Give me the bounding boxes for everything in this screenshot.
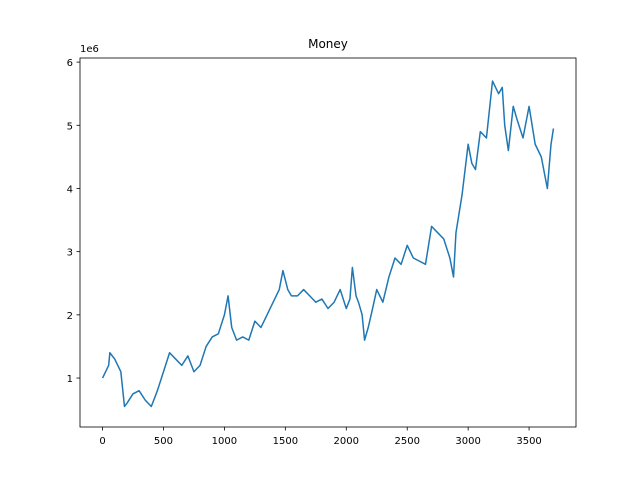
data-line: [101, 80, 555, 408]
plot-frame: [79, 57, 577, 428]
y-tick-label: 2: [67, 311, 73, 322]
y-tick-label: 1: [67, 374, 73, 385]
x-tick-label: 3500: [516, 436, 541, 447]
x-tick-label: 2000: [334, 436, 359, 447]
y-tick-label: 3: [67, 248, 73, 259]
x-tick-label: 500: [154, 436, 173, 447]
x-tick-label: 1500: [273, 436, 298, 447]
chart-title: Money: [308, 37, 348, 51]
y-tick-label: 4: [67, 184, 73, 195]
x-tick-label: 2500: [394, 436, 419, 447]
x-tick-label: 0: [99, 436, 105, 447]
x-tick-label: 3000: [455, 436, 480, 447]
y-tick-label: 6: [67, 58, 73, 69]
offset-label: 1e6: [80, 44, 99, 55]
x-tick-label: 1000: [212, 436, 237, 447]
y-tick-label: 5: [67, 121, 73, 132]
